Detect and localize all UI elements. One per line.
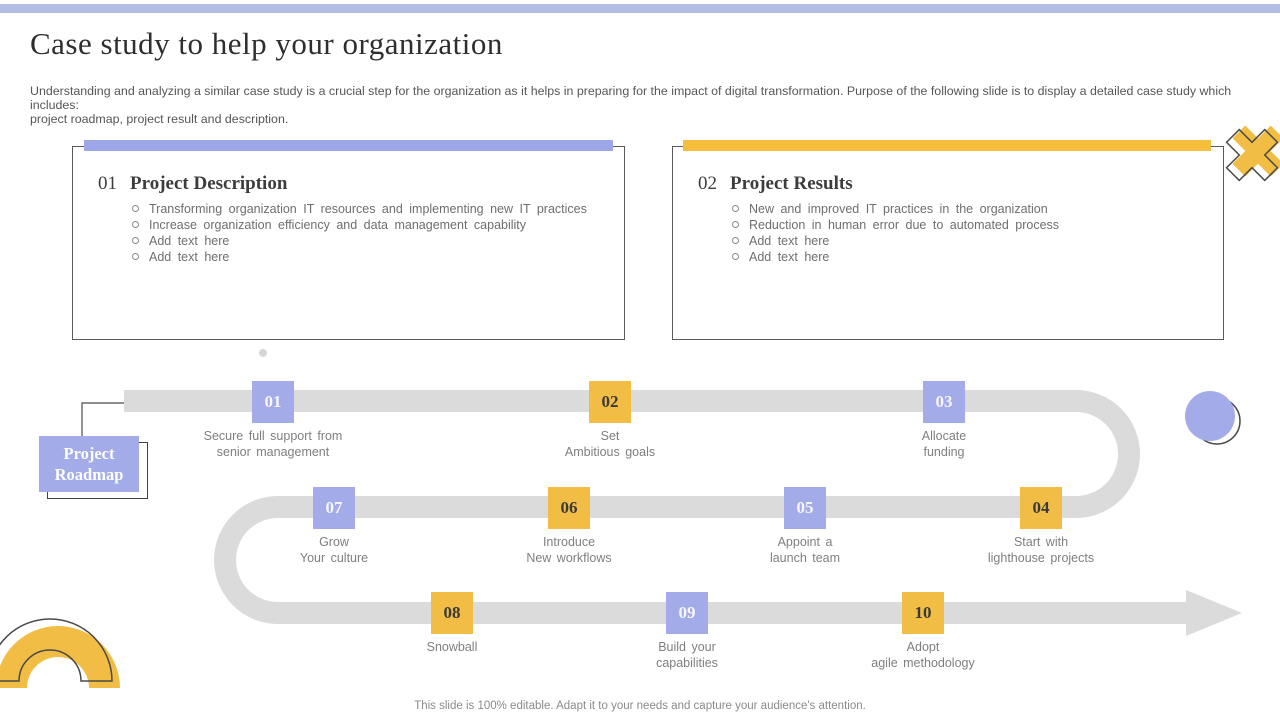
- milestone-01-marker: 01: [252, 381, 294, 423]
- milestone-06: 06 Introduce New workflows: [469, 487, 669, 566]
- milestone-07-marker: 07: [313, 487, 355, 529]
- milestone-04: 04 Start with lighthouse projects: [941, 487, 1141, 566]
- milestone-05-marker: 05: [784, 487, 826, 529]
- project-results-card: 02 Project Results New and improved IT p…: [672, 146, 1224, 340]
- milestone-08: 08 Snowball: [352, 592, 552, 656]
- x-cross-icon: [1225, 125, 1280, 182]
- milestone-01-label: Secure full support from senior manageme…: [203, 429, 343, 459]
- milestone-04-label: Start with lighthouse projects: [987, 535, 1095, 565]
- milestone-02-label: Set Ambitious goals: [564, 429, 656, 459]
- milestone-03-label: Allocate funding: [921, 429, 967, 459]
- circle-decoration-icon: [1185, 391, 1241, 445]
- card-1-number: 01: [98, 173, 117, 194]
- milestone-05-label: Appoint a launch team: [769, 535, 841, 565]
- footer-note: This slide is 100% editable. Adapt it to…: [414, 700, 866, 712]
- milestone-09-marker: 09: [666, 592, 708, 634]
- bullet-item: Add text here: [132, 249, 606, 265]
- milestone-10-label: Adopt agile methodology: [871, 640, 975, 670]
- milestone-02-marker: 02: [589, 381, 631, 423]
- bullet-item: Add text here: [732, 249, 1205, 265]
- bullet-item: Reduction in human error due to automate…: [732, 217, 1205, 233]
- bullet-item: Add text here: [732, 233, 1205, 249]
- arrow-head-icon: [1186, 590, 1242, 636]
- milestone-07: 07 Grow Your culture: [234, 487, 434, 566]
- card-1-heading: Project Description: [130, 173, 288, 194]
- milestone-01: 01 Secure full support from senior manag…: [173, 381, 373, 460]
- milestone-03: 03 Allocate funding: [844, 381, 1044, 460]
- bullet-item: Transforming organization IT resources a…: [132, 201, 606, 217]
- label-connector-line: [81, 402, 124, 436]
- roadmap-label: Project Roadmap: [39, 436, 139, 492]
- milestone-08-marker: 08: [431, 592, 473, 634]
- page-title: Case study to help your organization: [30, 26, 503, 61]
- arch-decoration-icon: [0, 618, 120, 688]
- milestone-10-marker: 10: [902, 592, 944, 634]
- milestone-06-label: Introduce New workflows: [526, 535, 612, 565]
- card-2-accent-bar: [683, 140, 1211, 151]
- card-1-bullet-list: Transforming organization IT resources a…: [132, 201, 606, 265]
- card-1-accent-bar: [84, 140, 613, 151]
- milestone-02: 02 Set Ambitious goals: [510, 381, 710, 460]
- project-description-card: 01 Project Description Transforming orga…: [72, 146, 625, 340]
- card-2-heading: Project Results: [730, 173, 853, 194]
- milestone-08-label: Snowball: [426, 640, 478, 654]
- dot-decoration-icon: [259, 349, 267, 357]
- milestone-03-marker: 03: [923, 381, 965, 423]
- card-2-number: 02: [698, 173, 717, 194]
- bullet-item: Increase organization efficiency and dat…: [132, 217, 606, 233]
- bullet-item: New and improved IT practices in the org…: [732, 201, 1205, 217]
- milestone-04-marker: 04: [1020, 487, 1062, 529]
- milestone-09-label: Build your capabilities: [656, 640, 718, 670]
- bullet-item: Add text here: [132, 233, 606, 249]
- milestone-05: 05 Appoint a launch team: [705, 487, 905, 566]
- roadmap-track: [124, 390, 1242, 636]
- milestone-07-label: Grow Your culture: [299, 535, 369, 565]
- card-2-bullet-list: New and improved IT practices in the org…: [732, 201, 1205, 265]
- milestone-10: 10 Adopt agile methodology: [823, 592, 1023, 671]
- slide-subtitle: Understanding and analyzing a similar ca…: [30, 84, 1232, 126]
- milestone-06-marker: 06: [548, 487, 590, 529]
- top-accent-bar: [0, 4, 1280, 13]
- milestone-09: 09 Build your capabilities: [587, 592, 787, 671]
